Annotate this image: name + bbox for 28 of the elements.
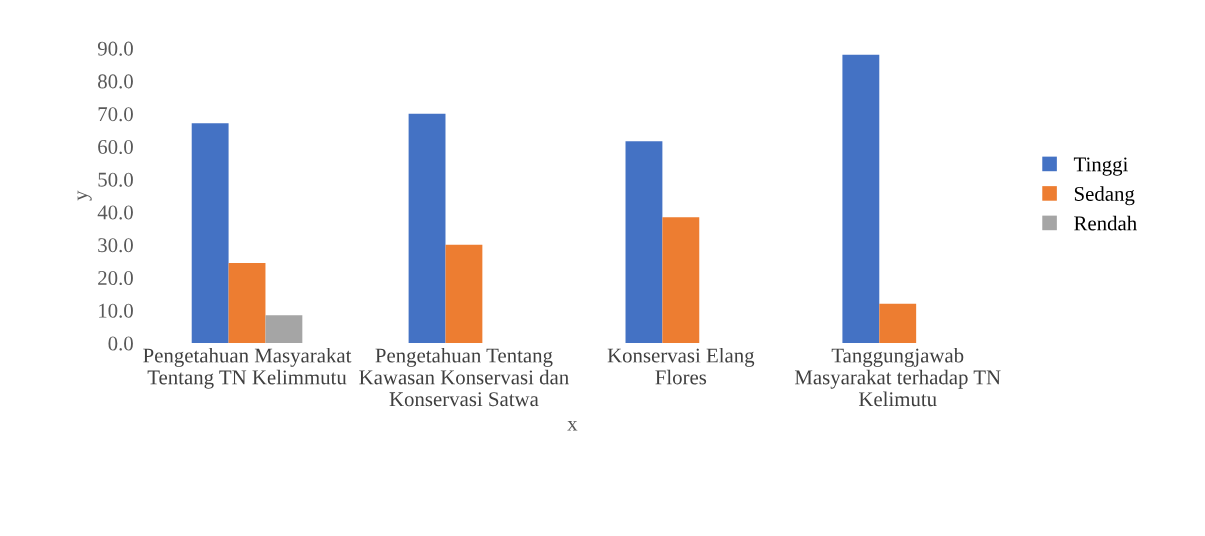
bar — [445, 244, 483, 344]
y-tick-label: 90.0 — [97, 41, 133, 56]
legend-label: Rendah — [1074, 215, 1137, 231]
bar — [265, 315, 303, 344]
y-tick-label: 20.0 — [98, 270, 133, 286]
y-tick-label: 10.0 — [99, 303, 133, 318]
y-tick-label: 70.0 — [98, 107, 133, 122]
y-tick-label: 60.0 — [98, 139, 133, 155]
bar — [879, 303, 917, 344]
y-tick-label: 0.0 — [108, 336, 133, 351]
x-tick-label: Tanggungjawab Masyarakat terhadap TN Kelimutu — [794, 347, 1001, 407]
y-tick-label: 40.0 — [97, 205, 133, 220]
bar — [625, 141, 663, 344]
x-axis-title: x — [567, 420, 578, 431]
x-tick-label: Pengetahuan Masyarakat Tentang TN Kelimmutu — [143, 347, 352, 389]
legend-label: Tinggi — [1073, 157, 1128, 176]
bar — [408, 113, 446, 344]
bar — [191, 123, 229, 344]
legend-label: Sedang — [1074, 186, 1135, 206]
y-axis-title: y — [77, 190, 92, 201]
y-tick-label: 30.0 — [98, 238, 133, 253]
bar — [842, 54, 880, 344]
y-tick-label: 50.0 — [98, 172, 133, 187]
x-tick-label: Konservasi Elang Flores — [607, 347, 755, 385]
x-tick-label: Pengetahuan Tentang Kawasan Konservasi dan Konservasi Satwa — [359, 347, 569, 407]
y-tick-label: 80.0 — [98, 74, 133, 89]
bar — [228, 263, 266, 344]
bar — [662, 217, 700, 344]
